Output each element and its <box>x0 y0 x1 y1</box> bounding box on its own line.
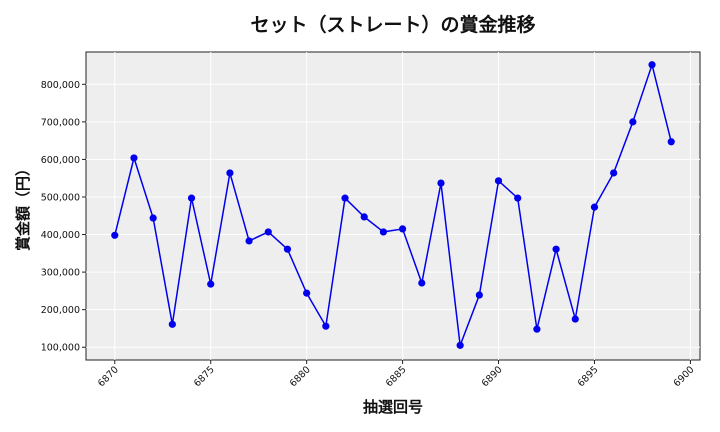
y-tick-label: 200,000 <box>41 305 80 316</box>
y-tick-label: 500,000 <box>41 192 80 203</box>
x-tick-label: 6880 <box>288 364 313 389</box>
data-point <box>283 245 292 253</box>
x-tick-label: 6885 <box>384 364 409 389</box>
x-tick-label: 6895 <box>576 364 601 389</box>
y-tick-label: 600,000 <box>41 155 80 166</box>
data-point <box>111 231 119 239</box>
data-point <box>226 169 234 177</box>
y-tick-label: 400,000 <box>41 230 80 241</box>
y-tick-label: 700,000 <box>41 117 80 128</box>
x-axis-ticks: 6870 6875 6880 6885 6890 6895 6900 <box>96 360 697 389</box>
data-point <box>207 280 215 288</box>
data-point <box>667 138 675 146</box>
data-point <box>437 179 445 187</box>
data-point <box>533 325 541 333</box>
data-point <box>456 341 464 349</box>
data-point <box>610 169 618 177</box>
data-point <box>514 194 522 202</box>
data-point <box>245 237 253 245</box>
data-point <box>552 245 560 253</box>
data-point <box>264 228 272 236</box>
data-point <box>303 289 311 297</box>
data-point <box>494 177 503 185</box>
data-point <box>322 322 330 330</box>
data-point <box>187 194 196 202</box>
chart-title: セット（ストレート）の賞金推移 <box>250 13 535 36</box>
y-tick-label: 300,000 <box>41 268 80 279</box>
x-tick-label: 6900 <box>672 364 697 389</box>
y-tick-label: 100,000 <box>41 343 80 354</box>
x-tick-label: 6875 <box>192 364 217 389</box>
data-point <box>398 225 407 233</box>
data-point <box>341 194 349 202</box>
data-point <box>475 291 483 299</box>
x-tick-label: 6870 <box>96 364 121 389</box>
y-tick-label: 800,000 <box>41 80 80 91</box>
data-point <box>379 228 388 236</box>
plot-area <box>85 51 701 361</box>
data-point <box>418 279 426 287</box>
data-point <box>360 213 368 221</box>
y-axis-ticks: 100,000 200,000 300,000 400,000 500,000 600,0… <box>41 80 86 354</box>
data-point <box>130 154 138 162</box>
data-point <box>648 61 656 69</box>
data-point <box>168 320 176 328</box>
data-point <box>571 315 579 323</box>
data-point <box>629 118 637 126</box>
data-series <box>111 61 675 349</box>
x-axis-label: 抽選回号 <box>363 398 423 416</box>
data-point <box>149 214 157 222</box>
data-point <box>590 203 599 211</box>
x-tick-label: 6890 <box>480 364 505 389</box>
y-axis-label: 賞金額（円） <box>14 161 32 251</box>
